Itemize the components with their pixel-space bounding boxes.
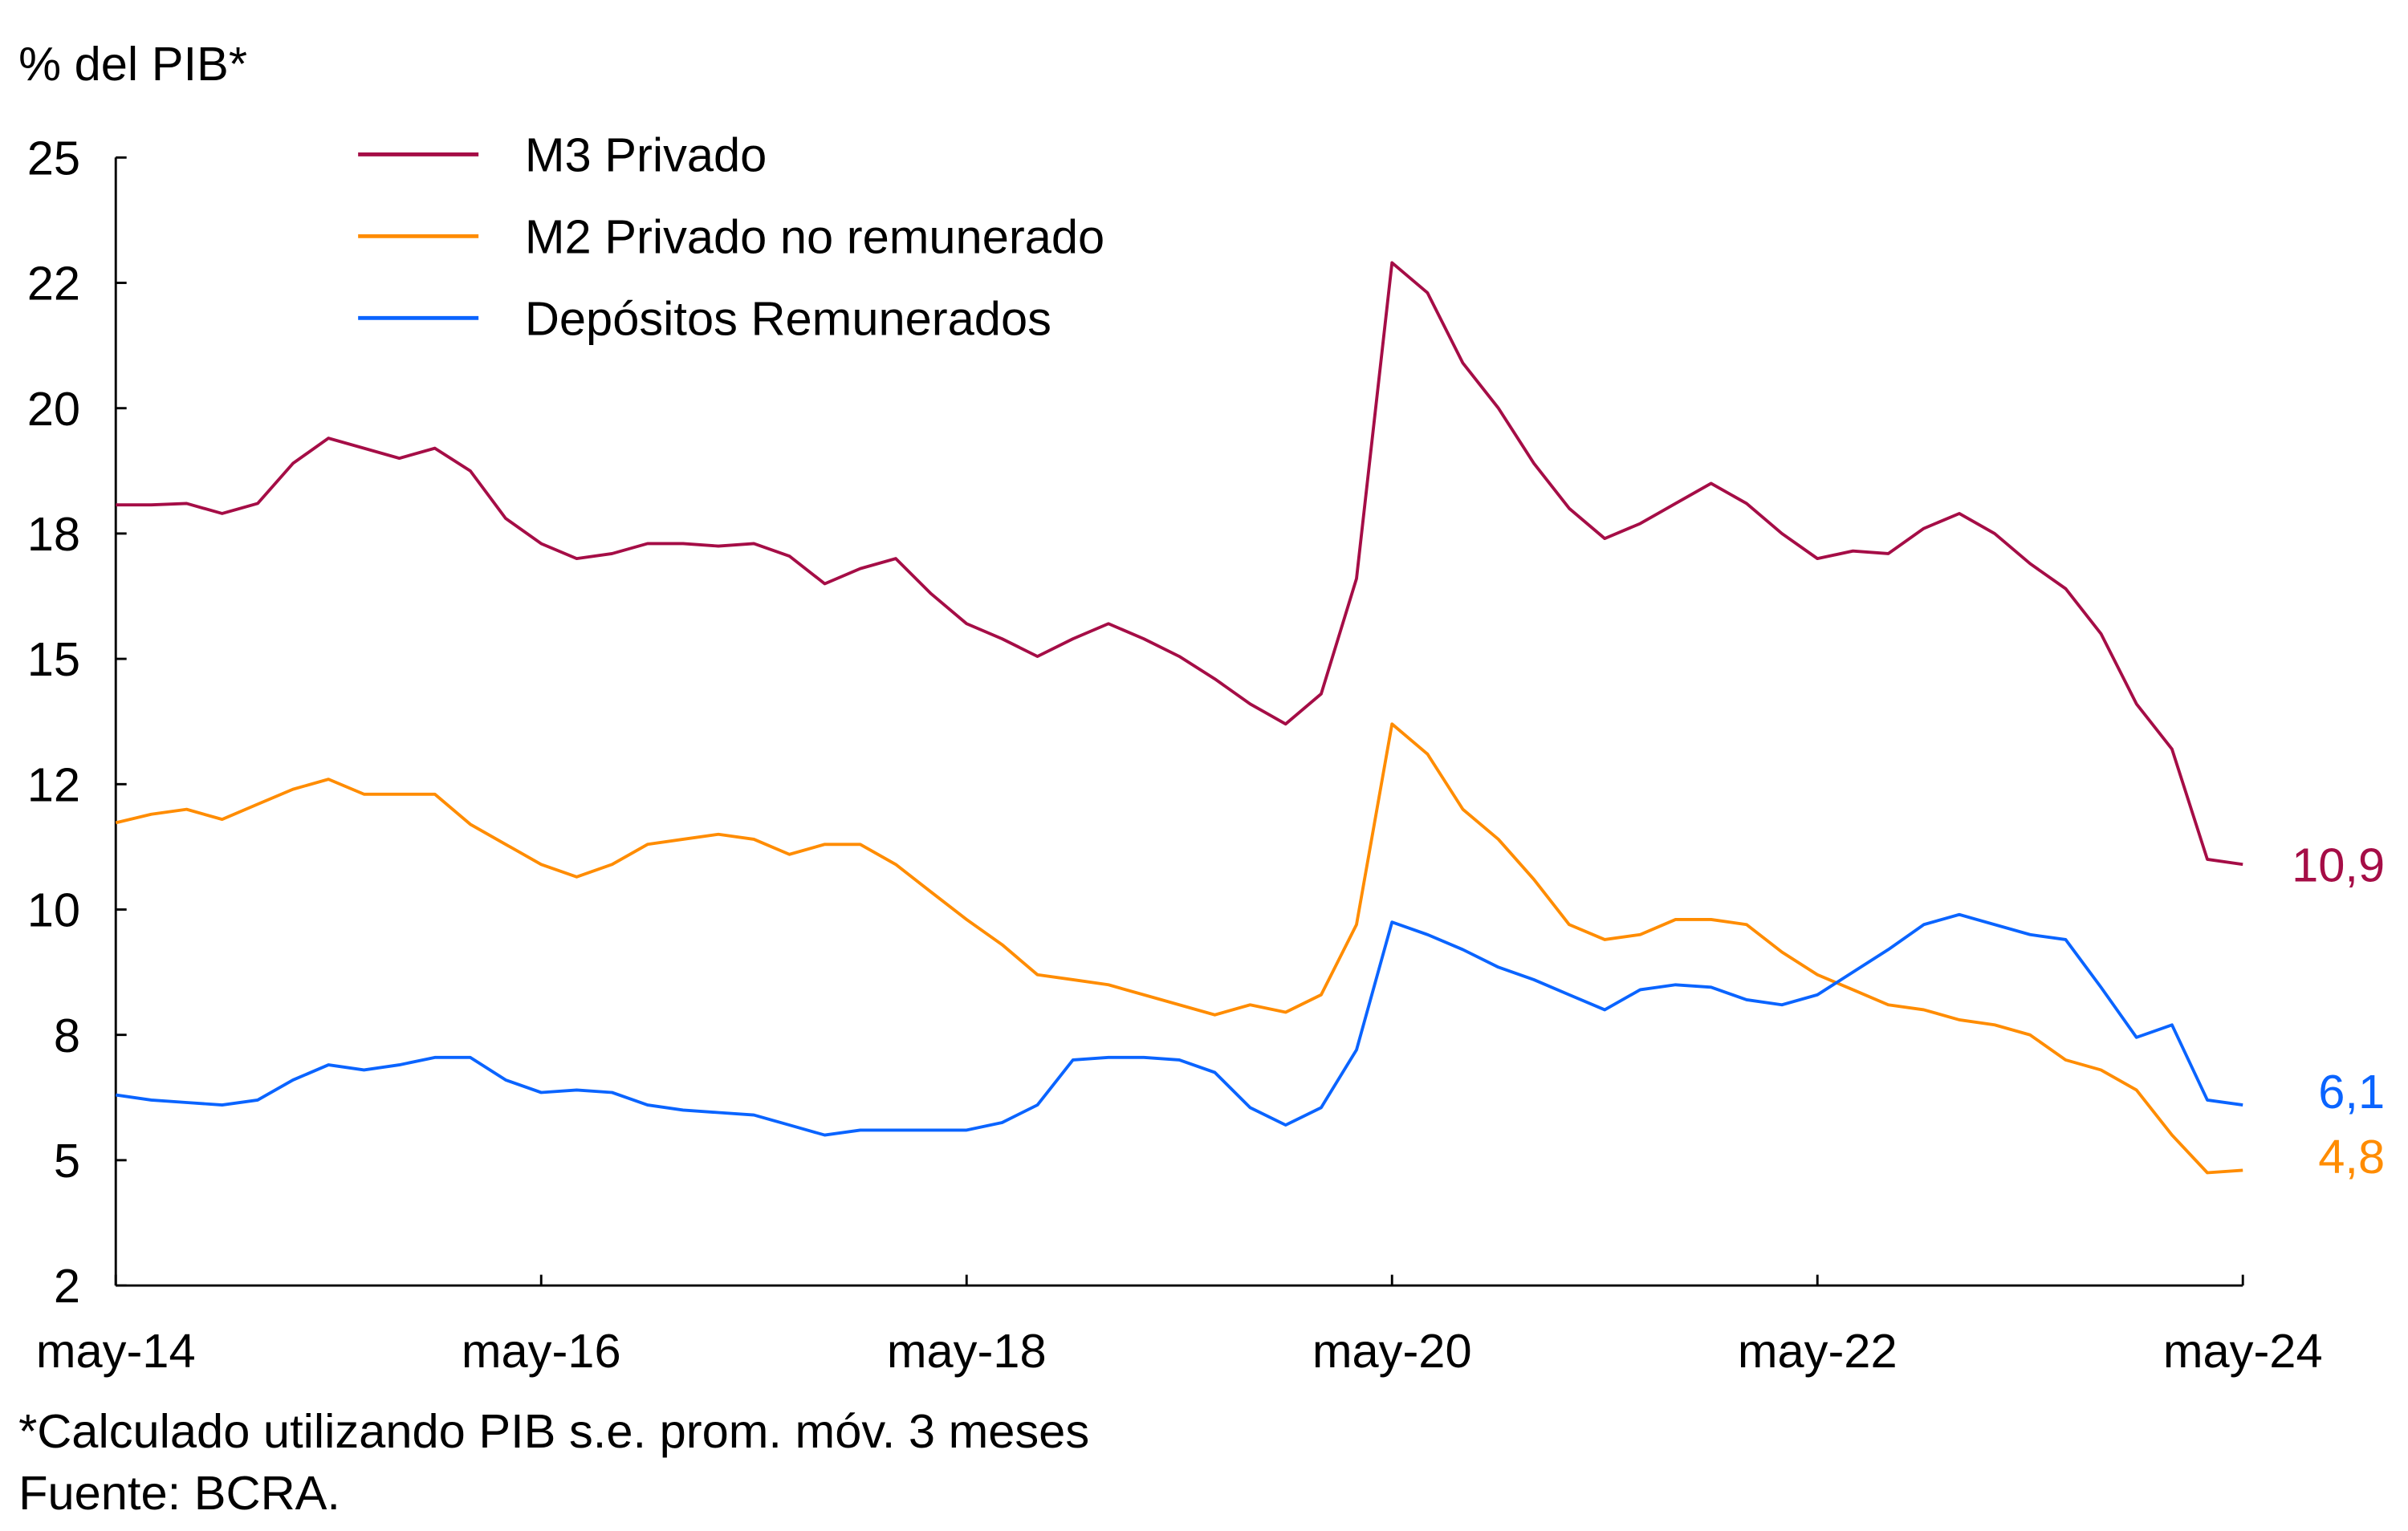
x-tick-label: may-16 [462,1324,621,1378]
y-tick-label: 5 [54,1134,80,1188]
footnote: *Calculado utilizando PIB s.e. prom. móv… [18,1404,1089,1458]
series-lines [115,261,2243,1175]
legend: M3 Privado M2 Privado no remunerado Depósi… [358,128,1104,345]
end-value-label: 4,8 [2318,1130,2385,1184]
y-tick-label: 12 [27,757,80,811]
end-value-label: 6,1 [2318,1065,2385,1119]
legend-label: M2 Privado no remunerado [525,210,1104,264]
series-line-2 [115,912,2243,1137]
y-tick-label: 22 [27,257,80,311]
y-tick-label: 2 [54,1259,80,1313]
y-tick-label: 15 [27,632,80,686]
y-tick-label: 8 [54,1009,80,1062]
x-tick-label: may-14 [36,1324,196,1378]
legend-label: M3 Privado [525,128,767,182]
series-line-0 [116,261,2243,867]
y-axis-label: % del PIB* [18,37,247,91]
end-labels: 10,9 4,8 6,1 [2292,838,2385,1184]
axes: 25 22 20 18 15 12 10 8 5 2 may-14 may-16 may-18 may-2… [27,131,2323,1378]
x-tick-label: may-22 [1738,1324,1898,1378]
y-tick-label: 18 [27,507,80,561]
y-tick-label: 10 [27,883,80,937]
x-tick-label: may-18 [887,1324,1047,1378]
x-tick-label: may-20 [1312,1324,1472,1378]
end-value-label: 10,9 [2292,838,2385,891]
x-tick-label: may-24 [2163,1324,2323,1378]
y-tick-label: 20 [27,382,80,436]
series-line-1 [115,722,2243,1175]
y-tick-label: 25 [27,131,80,185]
legend-label: Depósitos Remunerados [525,291,1051,345]
source-note: Fuente: BCRA. [18,1466,340,1520]
